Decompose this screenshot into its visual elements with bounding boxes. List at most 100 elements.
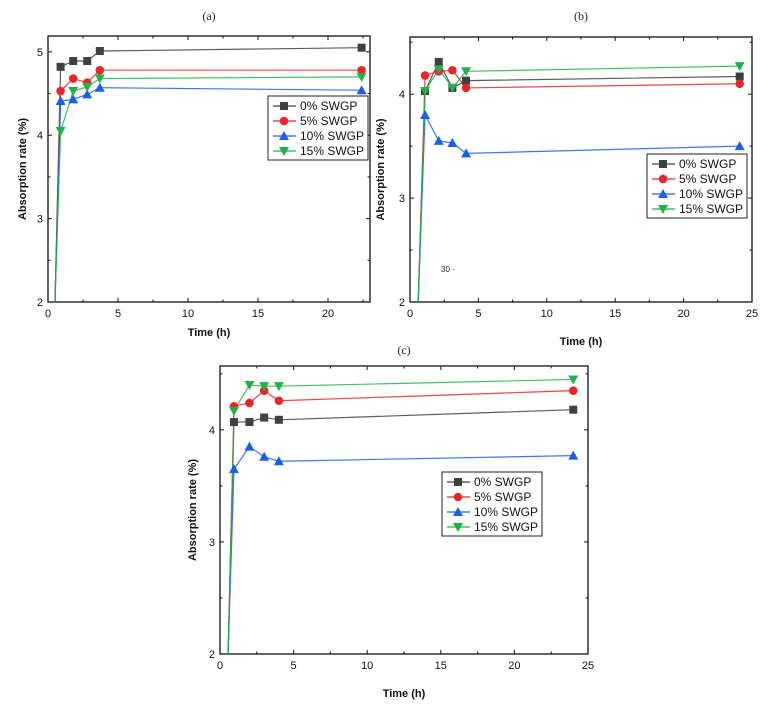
data-point: [259, 451, 270, 461]
panel-title: (a): [202, 9, 215, 23]
legend-marker: [658, 205, 668, 214]
data-point: [420, 87, 431, 97]
y-tick-label: 3: [399, 193, 405, 205]
data-point: [434, 57, 443, 66]
data-point: [95, 65, 105, 75]
y-tick-label: 3: [209, 537, 215, 549]
series-line-10-swgp: [54, 87, 362, 302]
data-point: [56, 86, 65, 96]
legend-item: 10% SWGP: [273, 129, 364, 143]
legend-label: 10% SWGP: [300, 129, 364, 143]
y-tick-label: 2: [399, 297, 405, 309]
y-axis-title: Absorption rate (%): [187, 459, 199, 561]
series-line-15-swgp: [417, 65, 740, 302]
legend-marker: [454, 478, 462, 486]
data-point: [462, 76, 471, 85]
data-point: [245, 398, 254, 408]
x-tick-label: 15: [252, 308, 264, 320]
legend-marker: [280, 102, 288, 110]
data-point: [273, 382, 284, 392]
data-point: [569, 405, 578, 414]
data-point: [433, 135, 444, 145]
series-group: [227, 375, 579, 654]
panel-a: (a) 0 5 10 15 20 2 3 4 5 Time (h) Absorption rate (…: [17, 9, 371, 339]
panel-c: (c) 0 5 10 15 20 25 2 3 4 Time (h) Absorption rate …: [187, 343, 594, 700]
y-tick-label: 4: [209, 425, 215, 437]
series-line-15-swgp: [227, 378, 574, 654]
data-point: [357, 43, 366, 52]
legend-label: 10% SWGP: [474, 505, 538, 519]
data-point: [68, 94, 79, 104]
legend-marker: [453, 523, 463, 532]
x-tick-label: 5: [291, 660, 297, 672]
data-point: [420, 109, 431, 119]
data-point: [95, 47, 104, 56]
data-point: [447, 138, 458, 147]
data-point: [244, 381, 255, 391]
legend-item: 5% SWGP: [273, 114, 357, 128]
x-tick-label: 20: [322, 308, 334, 320]
data-point: [82, 82, 93, 92]
x-tick-label: 10: [182, 308, 194, 320]
data-point: [245, 418, 254, 427]
data-point: [420, 71, 430, 80]
data-point: [228, 406, 239, 416]
data-point: [735, 72, 744, 81]
x-tick-label: 15: [609, 308, 621, 320]
data-point: [94, 82, 105, 92]
data-point: [68, 74, 78, 83]
legend-item: 0% SWGP: [447, 475, 531, 489]
x-axis-title: Time (h): [383, 688, 426, 700]
data-point: [461, 148, 472, 158]
data-point: [56, 62, 65, 71]
legend-marker: [659, 160, 667, 168]
y-tick-label: 5: [37, 47, 43, 59]
data-point: [83, 57, 92, 66]
data-point: [735, 79, 744, 89]
legend-label: 5% SWGP: [300, 114, 357, 128]
legend-item: 5% SWGP: [652, 172, 736, 186]
legend-item: 0% SWGP: [652, 157, 736, 171]
y-tick-label: 2: [209, 649, 215, 661]
y-axis-title: Absorption rate (%): [17, 118, 29, 220]
legend-marker: [279, 147, 289, 156]
data-point: [568, 375, 579, 385]
series-line-15-swgp: [54, 76, 362, 302]
x-tick-label: 15: [435, 660, 447, 672]
data-point: [260, 413, 269, 422]
data-point: [94, 74, 105, 84]
legend-marker: [453, 507, 463, 516]
series-line-10-swgp: [227, 445, 574, 654]
data-point: [568, 386, 578, 395]
x-tick-label: 10: [541, 308, 553, 320]
data-point: [448, 65, 457, 75]
data-point: [447, 83, 458, 93]
data-point: [55, 96, 66, 106]
legend-item: 0% SWGP: [273, 99, 357, 113]
legend-label: 0% SWGP: [679, 157, 736, 171]
data-point: [568, 450, 579, 460]
legend-marker: [279, 116, 289, 126]
data-point: [229, 418, 238, 427]
y-axis-title: Absorption rate (%): [375, 118, 387, 220]
plot-frame: [47, 35, 371, 303]
stray-label: 30 -: [441, 265, 455, 274]
legend-item: 10% SWGP: [652, 187, 743, 201]
x-tick-label: 25: [582, 660, 594, 672]
panel-title: (b): [574, 9, 588, 23]
y-tick-label: 3: [37, 214, 43, 226]
panel-b: (b) 0 5 10 15 20 25 2 3 4 Time (h) Absorption rate …: [375, 9, 758, 348]
x-axis-title: Time (h): [560, 336, 603, 348]
series-group: [54, 43, 367, 302]
x-axis-title: Time (h): [188, 327, 231, 339]
panel-title: (c): [397, 343, 410, 357]
legend-label: 15% SWGP: [474, 520, 538, 534]
x-tick-label: 20: [677, 308, 689, 320]
x-tick-label: 5: [475, 308, 481, 320]
legend-item: 10% SWGP: [447, 505, 538, 519]
legend-label: 15% SWGP: [679, 202, 743, 216]
data-point: [82, 89, 93, 99]
